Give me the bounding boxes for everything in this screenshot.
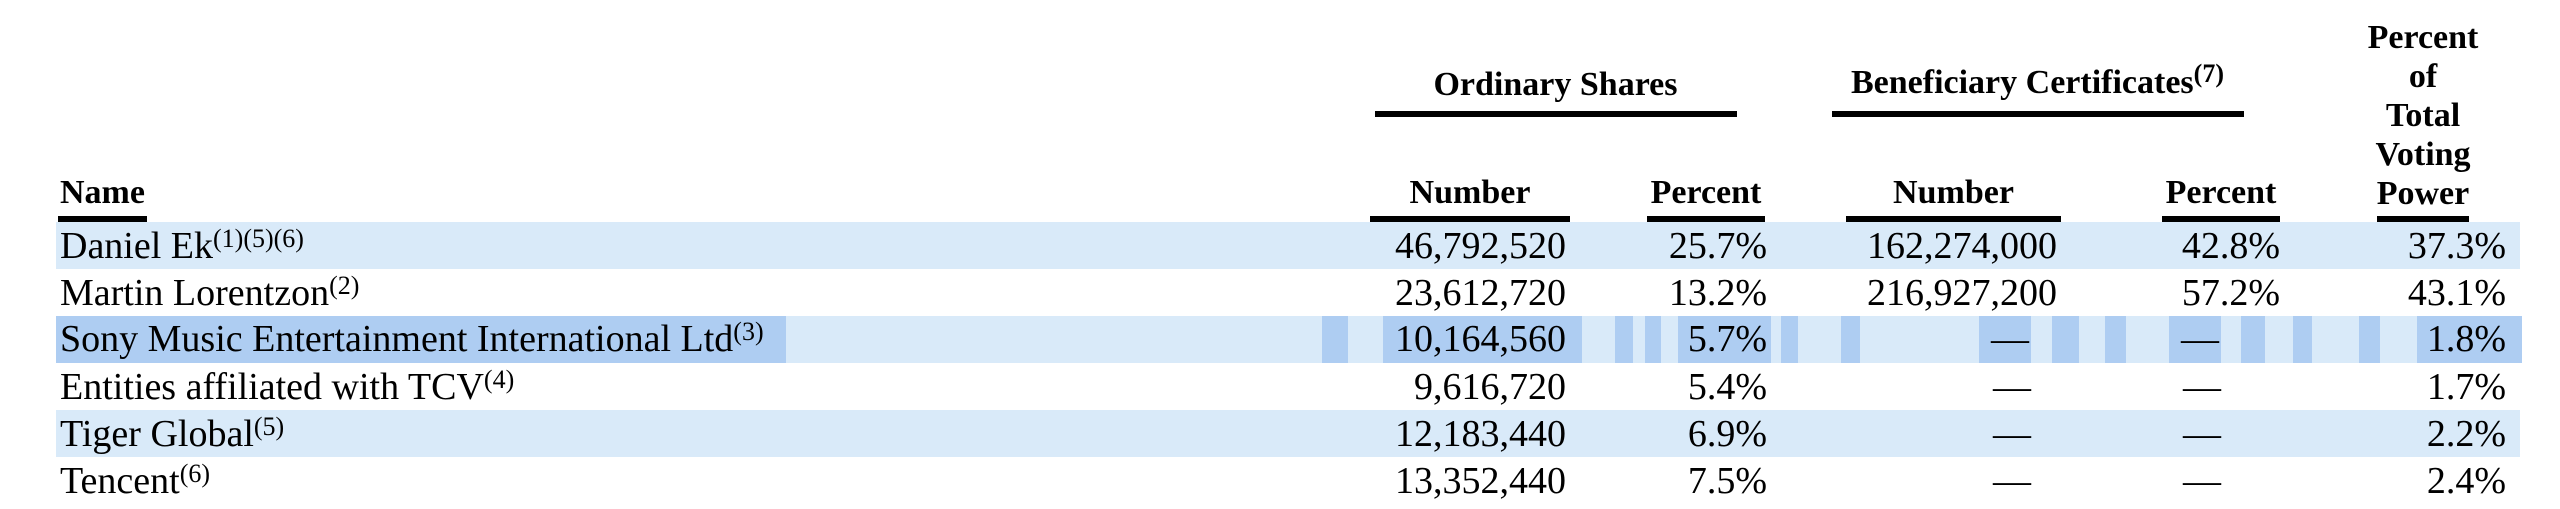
beneficiary-number-value: 162,274,000 xyxy=(1867,224,2057,267)
table-row-tencent: Tencent(6) 13,352,440 7.5% — — 2.4% xyxy=(56,457,2520,504)
shareholder-table: Name Ordinary Shares Number Percent Bene… xyxy=(56,0,2522,504)
voting-power-header-line: Percent xyxy=(2367,19,2479,56)
ordinary-number-value: 9,616,720 xyxy=(1414,365,1566,408)
beneficiary-percent-value: — xyxy=(2183,365,2221,408)
voting-power-value: 43.1% xyxy=(2407,271,2506,314)
voting-power-header-line-underlined: Power xyxy=(2376,174,2470,222)
beneficiary-number-value: — xyxy=(1993,365,2031,408)
beneficiary-certificates-group-header: Beneficiary Certificates(7) xyxy=(1831,59,2244,117)
shareholder-name: Tiger Global(5) xyxy=(60,411,285,455)
beneficiary-number-value: 216,927,200 xyxy=(1867,271,2057,314)
selection-artifact xyxy=(1781,316,1798,363)
ordinary-percent-value: 7.5% xyxy=(1687,459,1767,502)
shareholder-name: Sony Music Entertainment International L… xyxy=(56,316,1330,363)
beneficiary-percent-value: — xyxy=(2183,459,2221,502)
beneficiary-certificates-subheaders: Number Percent xyxy=(1781,173,2294,222)
table-row-sony-music-selected: Sony Music Entertainment International L… xyxy=(56,316,2522,363)
ordinary-number-value: 10,164,560 xyxy=(1330,316,1586,363)
beneficiary-percent-value: — xyxy=(2183,412,2221,455)
beneficiary-certificates-footnote: (7) xyxy=(2193,59,2224,88)
footnote-refs: (5) xyxy=(253,411,285,441)
beneficiary-percent-value: 57.2% xyxy=(2181,271,2280,314)
ordinary-shares-label: Ordinary Shares xyxy=(1433,66,1678,103)
shareholder-name: Martin Lorentzon(2) xyxy=(60,270,360,314)
table-row-daniel-ek: Daniel Ek(1)(5)(6) 46,792,520 25.7% 162,… xyxy=(56,222,2520,269)
footnote-refs: (3) xyxy=(733,317,764,346)
beneficiary-certificates-label: Beneficiary Certificates xyxy=(1850,64,2194,101)
voting-power-value: 1.8% xyxy=(2294,316,2522,363)
beneficiary-number-header: Number xyxy=(1846,173,2061,222)
beneficiary-number-value: — xyxy=(1993,459,2031,502)
selection-artifact xyxy=(1322,316,1348,363)
voting-power-value: 2.4% xyxy=(2426,459,2506,502)
selection-artifact xyxy=(2293,316,2312,363)
ordinary-number-value: 46,792,520 xyxy=(1395,224,1566,267)
voting-power-value: 1.7% xyxy=(2426,365,2506,408)
shareholder-name: Entities affiliated with TCV(4) xyxy=(60,364,515,408)
ordinary-shares-subheaders: Number Percent xyxy=(1330,173,1781,222)
voting-power-header-cell: Percent of Total Voting Power xyxy=(2294,18,2520,222)
ordinary-shares-group-header: Ordinary Shares xyxy=(1374,65,1737,117)
shareholder-name: Tencent(6) xyxy=(60,458,211,502)
selection-artifact xyxy=(1645,316,1661,363)
voting-power-header-line: of xyxy=(2408,58,2438,95)
ordinary-number-header: Number xyxy=(1370,173,1570,222)
ordinary-number-value: 13,352,440 xyxy=(1395,459,1566,502)
ordinary-percent-header-cell: Percent xyxy=(1586,173,1781,222)
ordinary-shares-group: Ordinary Shares Number Percent xyxy=(1330,65,1781,222)
voting-power-header-line: Voting xyxy=(2375,136,2471,173)
table-row-martin-lorentzon: Martin Lorentzon(2) 23,612,720 13.2% 216… xyxy=(56,269,2520,316)
selection-artifact xyxy=(2241,316,2265,363)
ordinary-percent-value: 5.4% xyxy=(1687,365,1767,408)
footnote-refs: (2) xyxy=(329,270,360,300)
ordinary-percent-value: 5.7% xyxy=(1586,316,1781,363)
beneficiary-percent-header: Percent xyxy=(2162,173,2280,222)
beneficiary-number-header-cell: Number xyxy=(1781,173,2071,222)
voting-power-value: 37.3% xyxy=(2407,224,2506,267)
ordinary-number-value: 12,183,440 xyxy=(1395,412,1566,455)
beneficiary-number-value: — xyxy=(1781,316,2071,363)
ordinary-number-header-cell: Number xyxy=(1330,173,1586,222)
beneficiary-percent-header-cell: Percent xyxy=(2071,173,2294,222)
ordinary-percent-value: 6.9% xyxy=(1687,412,1767,455)
shareholder-name: Daniel Ek(1)(5)(6) xyxy=(60,223,304,267)
selection-artifact xyxy=(1615,316,1633,363)
name-column-header: Name xyxy=(58,173,147,222)
table-row-tcv: Entities affiliated with TCV(4) 9,616,72… xyxy=(56,363,2520,410)
voting-power-header: Percent of Total Voting Power xyxy=(2338,18,2508,222)
beneficiary-percent-value: 42.8% xyxy=(2181,224,2280,267)
name-column-header-cell: Name xyxy=(56,173,1330,222)
selection-artifact xyxy=(2105,316,2126,363)
selection-artifact xyxy=(2052,316,2079,363)
ordinary-number-value: 23,612,720 xyxy=(1395,271,1566,314)
table-header: Name Ordinary Shares Number Percent Bene… xyxy=(56,0,2520,222)
beneficiary-percent-value: — xyxy=(2071,316,2294,363)
footnote-refs: (1)(5)(6) xyxy=(213,223,304,253)
voting-power-value: 2.2% xyxy=(2426,412,2506,455)
ordinary-percent-header: Percent xyxy=(1647,173,1765,222)
footnote-refs: (6) xyxy=(179,458,211,488)
ordinary-percent-value: 13.2% xyxy=(1668,271,1767,314)
ordinary-percent-value: 25.7% xyxy=(1668,224,1767,267)
beneficiary-certificates-group: Beneficiary Certificates(7) Number Perce… xyxy=(1781,59,2294,222)
voting-power-header-line: Total xyxy=(2385,97,2461,134)
footnote-refs: (4) xyxy=(483,364,515,394)
selection-artifact xyxy=(2359,316,2380,363)
beneficiary-number-value: — xyxy=(1993,412,2031,455)
table-row-tiger-global: Tiger Global(5) 12,183,440 6.9% — — 2.2% xyxy=(56,410,2520,457)
selection-artifact xyxy=(1841,316,1860,363)
